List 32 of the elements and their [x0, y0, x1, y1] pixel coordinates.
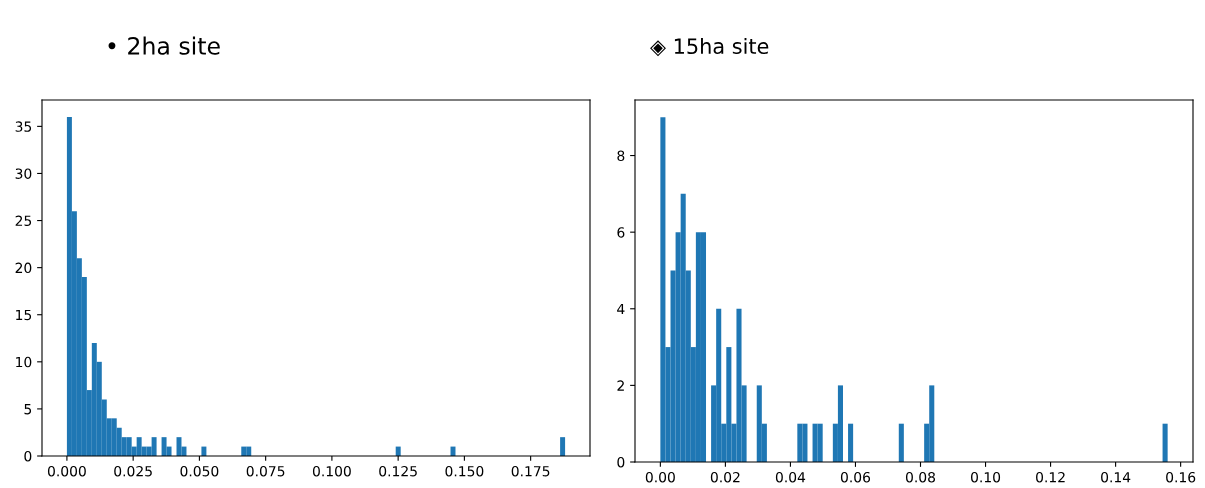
y-tick-label: 10: [16, 356, 32, 368]
x-tick-label: 0.12: [1036, 471, 1065, 483]
x-tick-label: 0.075: [246, 465, 285, 477]
y-tick-label: 5: [24, 404, 32, 415]
x-tick-label: 0.150: [445, 465, 484, 477]
y-tick-label: 15: [16, 309, 32, 321]
y-tick-label: 0: [617, 456, 625, 468]
y-tick-label: 8: [617, 150, 625, 162]
y-tick-label: 6: [617, 227, 625, 238]
x-tick-label: 0.16: [1166, 471, 1196, 483]
x-tick-label: 0.00: [645, 471, 675, 483]
y-tick-label: 2: [617, 380, 624, 391]
x-tick-label: 0.10: [970, 471, 1001, 483]
x-tick-label: 0.050: [180, 465, 219, 477]
y-tick-label: 20: [15, 262, 32, 274]
y-tick-label: 0: [24, 450, 32, 462]
x-tick-label: 0.06: [840, 471, 871, 483]
x-tick-label: 0.000: [47, 465, 86, 477]
x-tick-label: 0.04: [775, 471, 806, 483]
chart-title: • 2ha site: [108, 36, 220, 55]
x-tick-label: 0.02: [710, 471, 740, 483]
chart-title: ◈ 15ha site: [650, 37, 769, 57]
x-tick-label: 0.08: [905, 471, 936, 483]
x-tick-label: 0.175: [511, 465, 550, 477]
y-tick-label: 4: [617, 303, 625, 315]
y-tick-label: 25: [15, 215, 32, 227]
y-tick-label: 35: [15, 121, 32, 132]
x-tick-label: 0.14: [1101, 471, 1131, 483]
x-tick-label: 0.100: [312, 465, 351, 477]
x-tick-label: 0.025: [114, 465, 152, 477]
x-tick-label: 0.125: [379, 465, 417, 477]
y-tick-label: 30: [15, 168, 32, 179]
